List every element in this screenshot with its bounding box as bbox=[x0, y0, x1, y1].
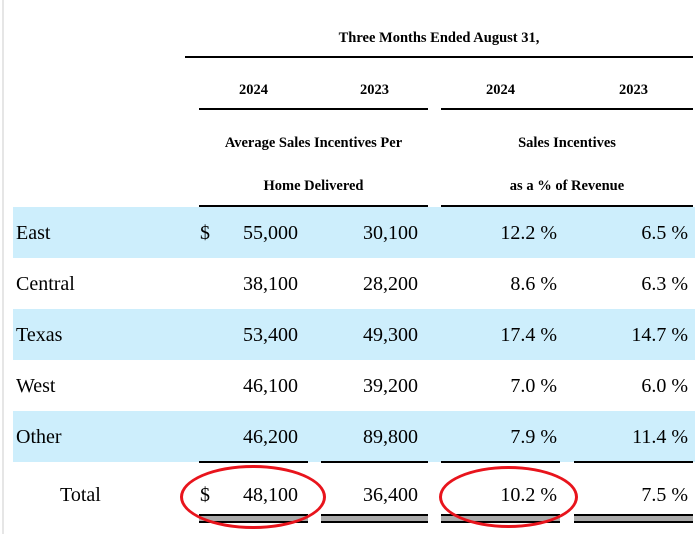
divider bbox=[185, 56, 693, 58]
row-label: West bbox=[16, 375, 56, 397]
cell: 28,200 bbox=[363, 273, 418, 295]
cell: 8.6 % bbox=[510, 273, 557, 295]
divider bbox=[199, 108, 428, 110]
cell: 6.3 % bbox=[641, 273, 688, 295]
group2-header-line2: as a % of Revenue bbox=[509, 178, 625, 194]
divider bbox=[441, 461, 560, 463]
row-band bbox=[13, 309, 695, 360]
divider bbox=[574, 461, 693, 463]
cell: 12.2 % bbox=[500, 222, 557, 244]
page-edge bbox=[2, 0, 4, 534]
cell: 46,100 bbox=[243, 375, 298, 397]
table-row-east: East $ 55,000 30,100 12.2 % 6.5 % bbox=[0, 207, 695, 258]
row-label: Texas bbox=[16, 324, 63, 346]
cell: 49,300 bbox=[363, 324, 418, 346]
divider bbox=[441, 205, 693, 207]
divider bbox=[321, 461, 428, 463]
double-underline bbox=[321, 514, 428, 523]
cell: 7.9 % bbox=[510, 426, 557, 448]
dollar-sign: $ bbox=[200, 222, 210, 244]
table-row-other: Other 46,200 89,800 7.9 % 11.4 % bbox=[0, 411, 695, 462]
annotation-circle bbox=[180, 465, 326, 529]
cell: 46,200 bbox=[243, 426, 298, 448]
group1-header-line1: Average Sales Incentives Per bbox=[224, 135, 403, 151]
year-header: 2024 bbox=[239, 82, 268, 98]
row-label: Total bbox=[60, 484, 101, 506]
cell: 53,400 bbox=[243, 324, 298, 346]
cell: 36,400 bbox=[363, 484, 418, 506]
period-header: Three Months Ended August 31, bbox=[338, 30, 540, 46]
cell: 89,800 bbox=[363, 426, 418, 448]
cell: 17.4 % bbox=[500, 324, 557, 346]
cell: 7.5 % bbox=[641, 484, 688, 506]
cell: 6.0 % bbox=[641, 375, 688, 397]
cell: 14.7 % bbox=[631, 324, 688, 346]
cell: 6.5 % bbox=[641, 222, 688, 244]
row-label: East bbox=[16, 222, 51, 244]
cell: 55,000 bbox=[243, 222, 298, 244]
divider bbox=[441, 108, 693, 110]
group2-header-line1: Sales Incentives bbox=[518, 135, 616, 151]
cell: 38,100 bbox=[243, 273, 298, 295]
group1-header-line2: Home Delivered bbox=[263, 178, 364, 194]
divider bbox=[199, 205, 428, 207]
table-row-total: Total $ 48,100 36,400 10.2 % 7.5 % bbox=[0, 469, 695, 520]
row-label: Other bbox=[16, 426, 62, 448]
cell: 11.4 % bbox=[632, 426, 688, 448]
table-row-texas: Texas 53,400 49,300 17.4 % 14.7 % bbox=[0, 309, 695, 360]
row-band bbox=[13, 411, 695, 462]
cell: 7.0 % bbox=[510, 375, 557, 397]
row-band bbox=[13, 207, 695, 258]
year-header: 2023 bbox=[619, 82, 648, 98]
year-header: 2023 bbox=[360, 82, 389, 98]
row-label: Central bbox=[16, 273, 75, 295]
table-row-west: West 46,100 39,200 7.0 % 6.0 % bbox=[0, 360, 695, 411]
divider bbox=[199, 461, 308, 463]
table-row-central: Central 38,100 28,200 8.6 % 6.3 % bbox=[0, 258, 695, 309]
year-header: 2024 bbox=[486, 82, 515, 98]
annotation-circle bbox=[439, 466, 578, 528]
cell: 39,200 bbox=[363, 375, 418, 397]
double-underline bbox=[574, 514, 693, 523]
cell: 30,100 bbox=[363, 222, 418, 244]
